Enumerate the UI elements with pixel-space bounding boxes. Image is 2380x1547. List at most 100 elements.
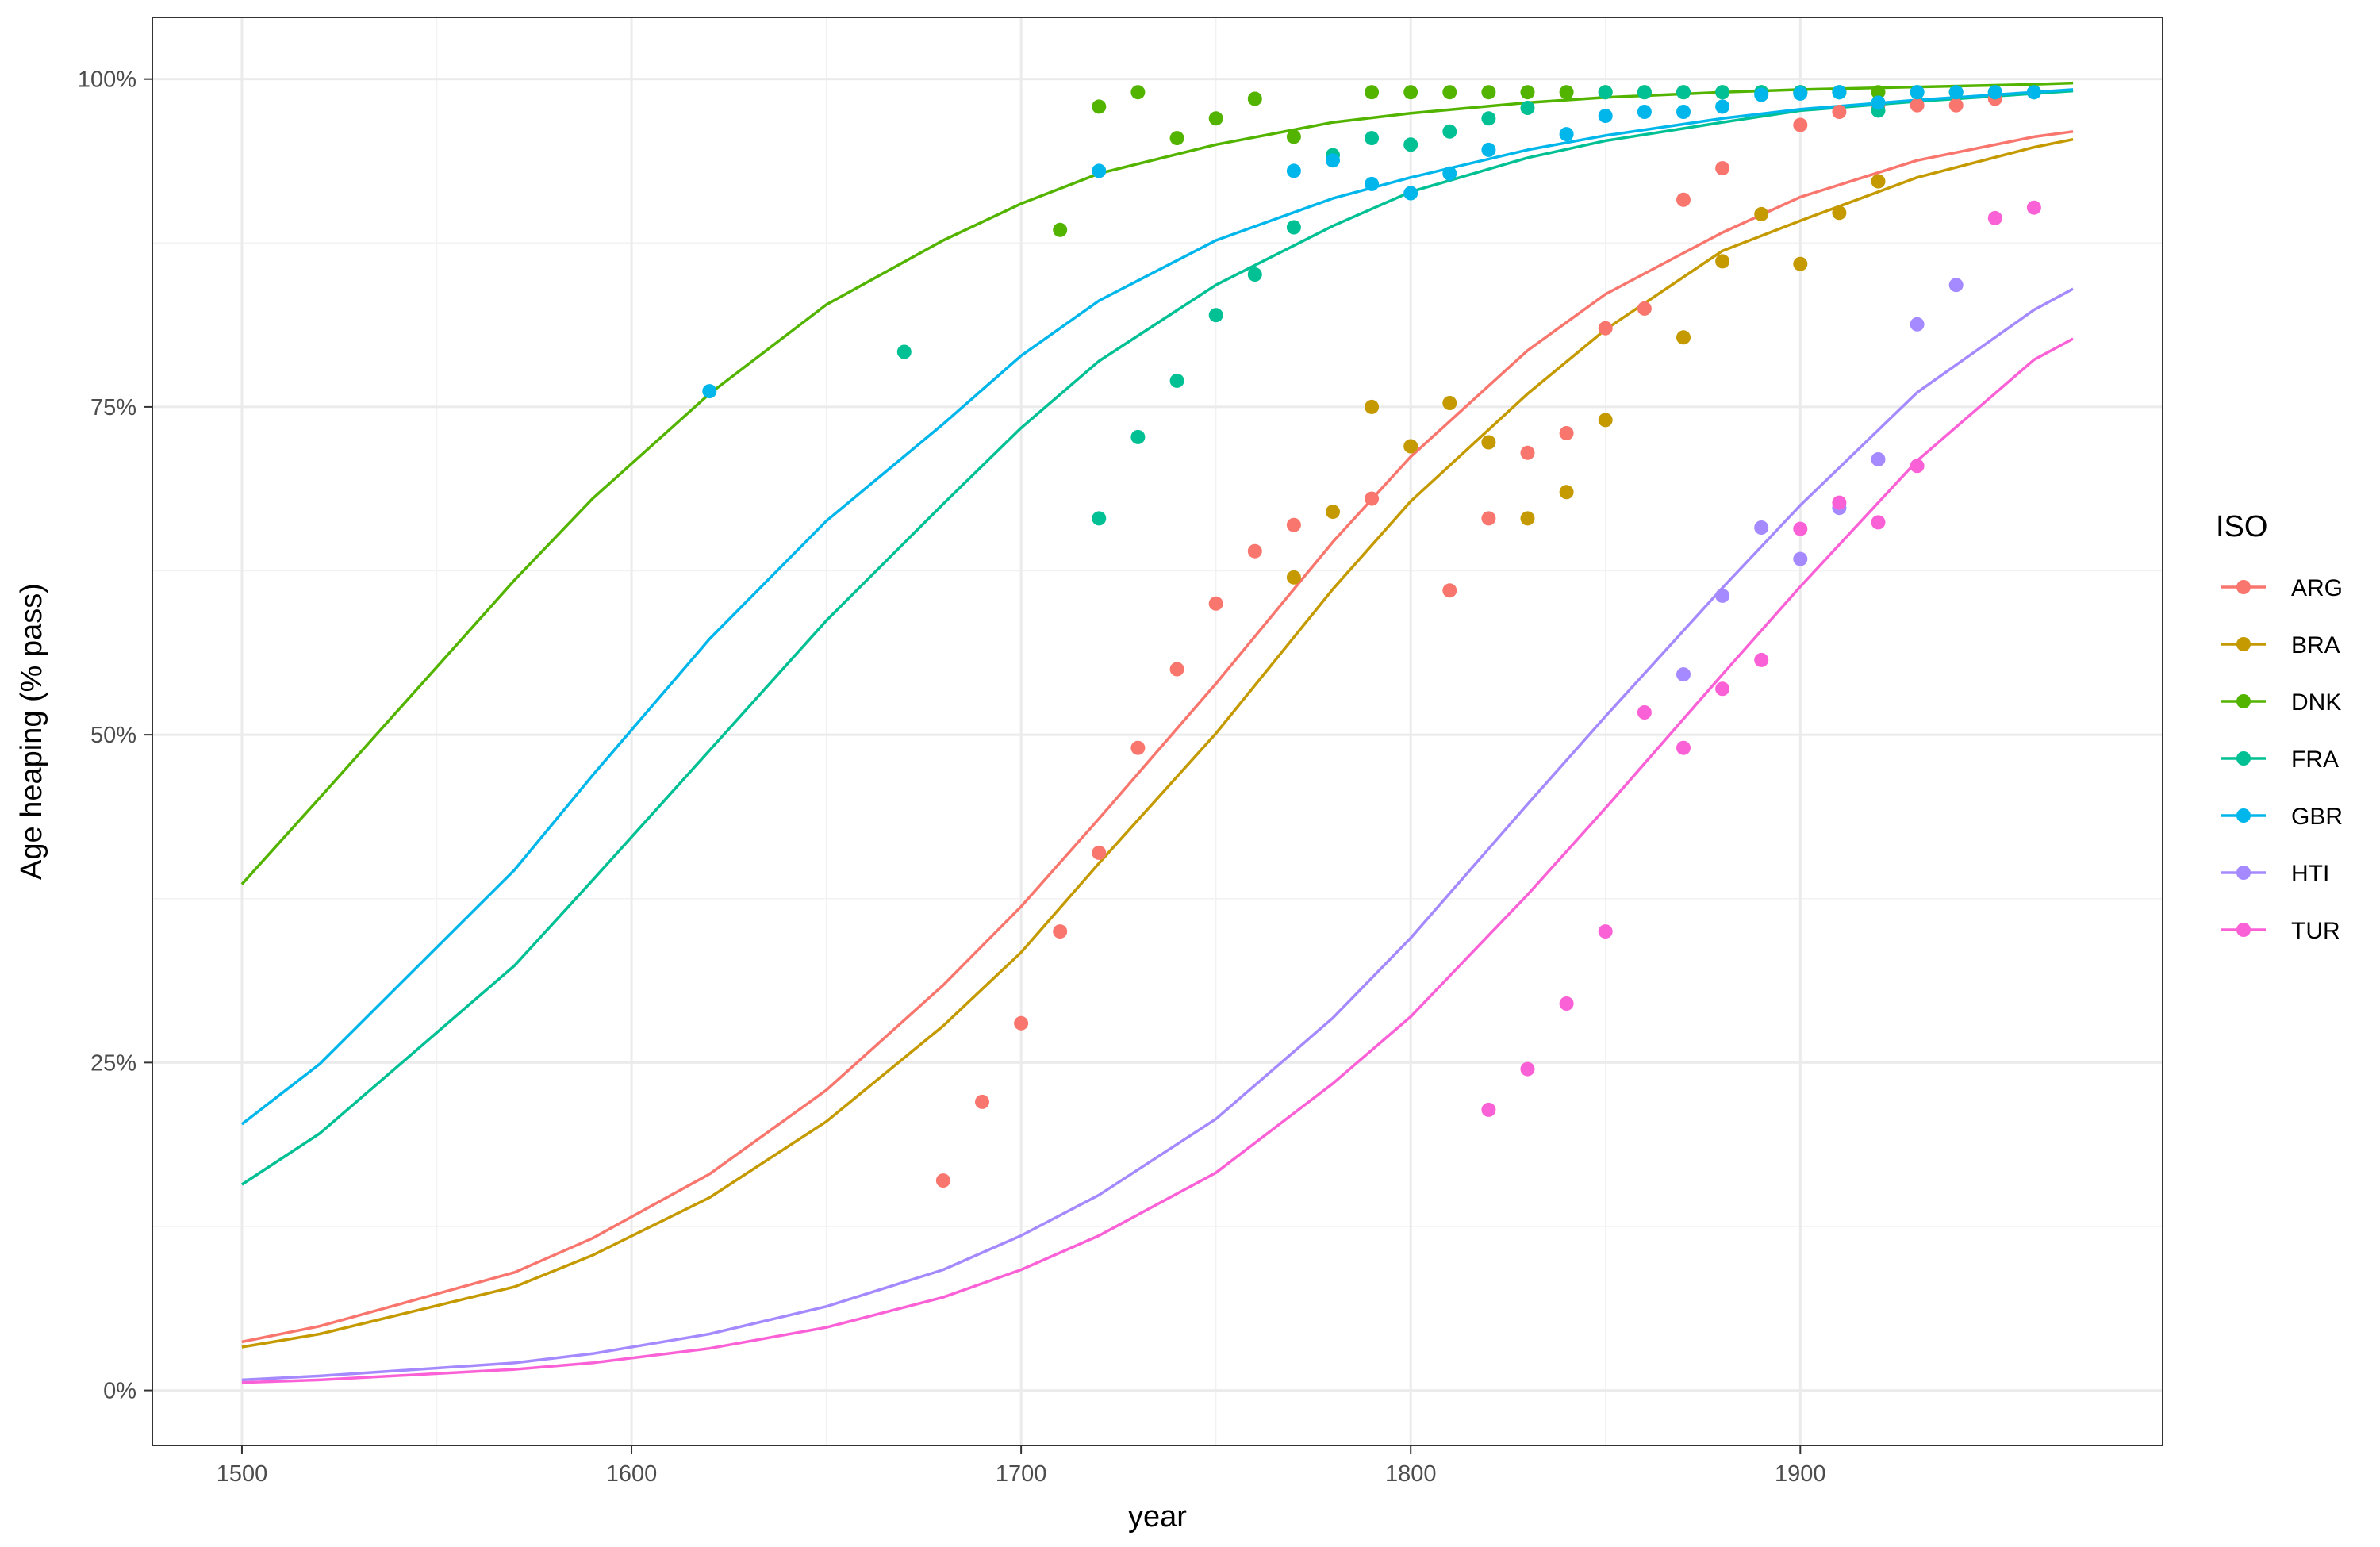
point-fra [1365, 131, 1380, 146]
point-bra [1559, 485, 1574, 500]
point-dnk [1286, 129, 1301, 144]
point-fra [1208, 308, 1223, 323]
point-bra [1676, 330, 1691, 345]
point-gbr [1715, 99, 1730, 114]
point-arg [1286, 517, 1301, 532]
point-fra [1403, 137, 1418, 152]
point-tur [1871, 515, 1886, 530]
point-arg [1559, 426, 1574, 440]
point-arg [1715, 161, 1730, 176]
point-gbr [1987, 85, 2002, 100]
point-hti [1754, 520, 1769, 535]
point-arg [975, 1094, 989, 1109]
point-gbr [702, 384, 717, 399]
point-gbr [1481, 142, 1496, 157]
legend-key-point [2236, 808, 2251, 823]
point-arg [1014, 1015, 1029, 1031]
point-tur [1559, 996, 1574, 1011]
point-tur [1987, 210, 2002, 225]
point-fra [1520, 101, 1535, 115]
legend-title: ISO [2216, 510, 2267, 543]
point-bra [1598, 413, 1613, 428]
point-hti [1676, 667, 1691, 682]
point-gbr [1092, 163, 1107, 178]
point-arg [1208, 596, 1223, 611]
point-fra [1481, 111, 1496, 126]
point-dnk [1092, 99, 1107, 114]
legend-label-fra: FRA [2291, 747, 2339, 773]
point-gbr [1910, 85, 1925, 100]
point-tur [1481, 1102, 1496, 1117]
point-gbr [1559, 127, 1574, 142]
point-dnk [1481, 85, 1496, 100]
point-tur [1754, 652, 1769, 667]
point-dnk [1365, 85, 1380, 100]
legend-key-point [2236, 866, 2251, 880]
x-tick-label: 1900 [1775, 1461, 1826, 1487]
point-arg [935, 1173, 950, 1188]
point-gbr [1598, 109, 1613, 123]
point-gbr [1326, 153, 1340, 168]
point-dnk [1442, 85, 1457, 100]
point-fra [1169, 373, 1184, 388]
point-gbr [1637, 105, 1652, 119]
point-bra [1365, 399, 1380, 414]
point-tur [1910, 459, 1925, 474]
x-tick-label: 1600 [606, 1461, 658, 1487]
point-arg [1676, 192, 1691, 207]
point-gbr [1365, 176, 1380, 191]
legend-key-point [2236, 923, 2251, 937]
point-gbr [1832, 85, 1847, 100]
point-dnk [1520, 85, 1535, 100]
legend-label-dnk: DNK [2291, 689, 2341, 716]
point-bra [1326, 505, 1340, 520]
legend-key-point [2236, 694, 2251, 708]
legend-label-bra: BRA [2291, 632, 2340, 658]
point-gbr [1871, 95, 1886, 110]
plot-panel-border [152, 17, 2163, 1446]
y-tick-label: 50% [90, 723, 136, 748]
point-bra [1403, 439, 1418, 454]
point-bra [1793, 256, 1808, 271]
y-tick-label: 75% [90, 395, 136, 420]
point-fra [1286, 220, 1301, 235]
point-bra [1442, 396, 1457, 410]
point-dnk [1559, 85, 1574, 100]
point-bra [1481, 435, 1496, 450]
point-gbr [1286, 163, 1301, 178]
legend-key-point [2236, 580, 2251, 594]
point-hti [1948, 278, 1964, 293]
legend-label-arg: ARG [2291, 575, 2343, 601]
point-dnk [1208, 111, 1223, 126]
point-gbr [1754, 87, 1769, 102]
x-tick-label: 1500 [217, 1461, 268, 1487]
point-hti [1871, 452, 1886, 466]
point-tur [1793, 521, 1808, 536]
point-tur [2026, 200, 2041, 215]
legend-key-point [2236, 751, 2251, 766]
data-points [702, 85, 2041, 1188]
fit-line-tur [241, 337, 2074, 1384]
point-gbr [1948, 85, 1964, 100]
point-tur [1598, 924, 1613, 939]
point-bra [1754, 206, 1769, 221]
legend-label-tur: TUR [2291, 918, 2340, 944]
legend-key-point [2236, 637, 2251, 651]
point-arg [1637, 301, 1652, 316]
point-bra [1286, 570, 1301, 585]
point-fra [1130, 429, 1146, 444]
point-dnk [1871, 85, 1886, 100]
point-arg [1948, 98, 1964, 113]
x-tick-label: 1700 [996, 1461, 1047, 1487]
point-fra [1247, 267, 1262, 282]
point-gbr [1403, 186, 1418, 201]
point-fra [1598, 85, 1613, 100]
point-fra [1676, 85, 1691, 100]
fit-line-gbr [240, 88, 2074, 1126]
fitted-curves [240, 81, 2074, 1384]
legend: ISO ARG BRA DNK FRA GBR HTI TUR [2216, 510, 2343, 944]
point-arg [1910, 98, 1925, 113]
x-axis-title: year [1128, 1500, 1187, 1534]
point-arg [1442, 583, 1457, 598]
